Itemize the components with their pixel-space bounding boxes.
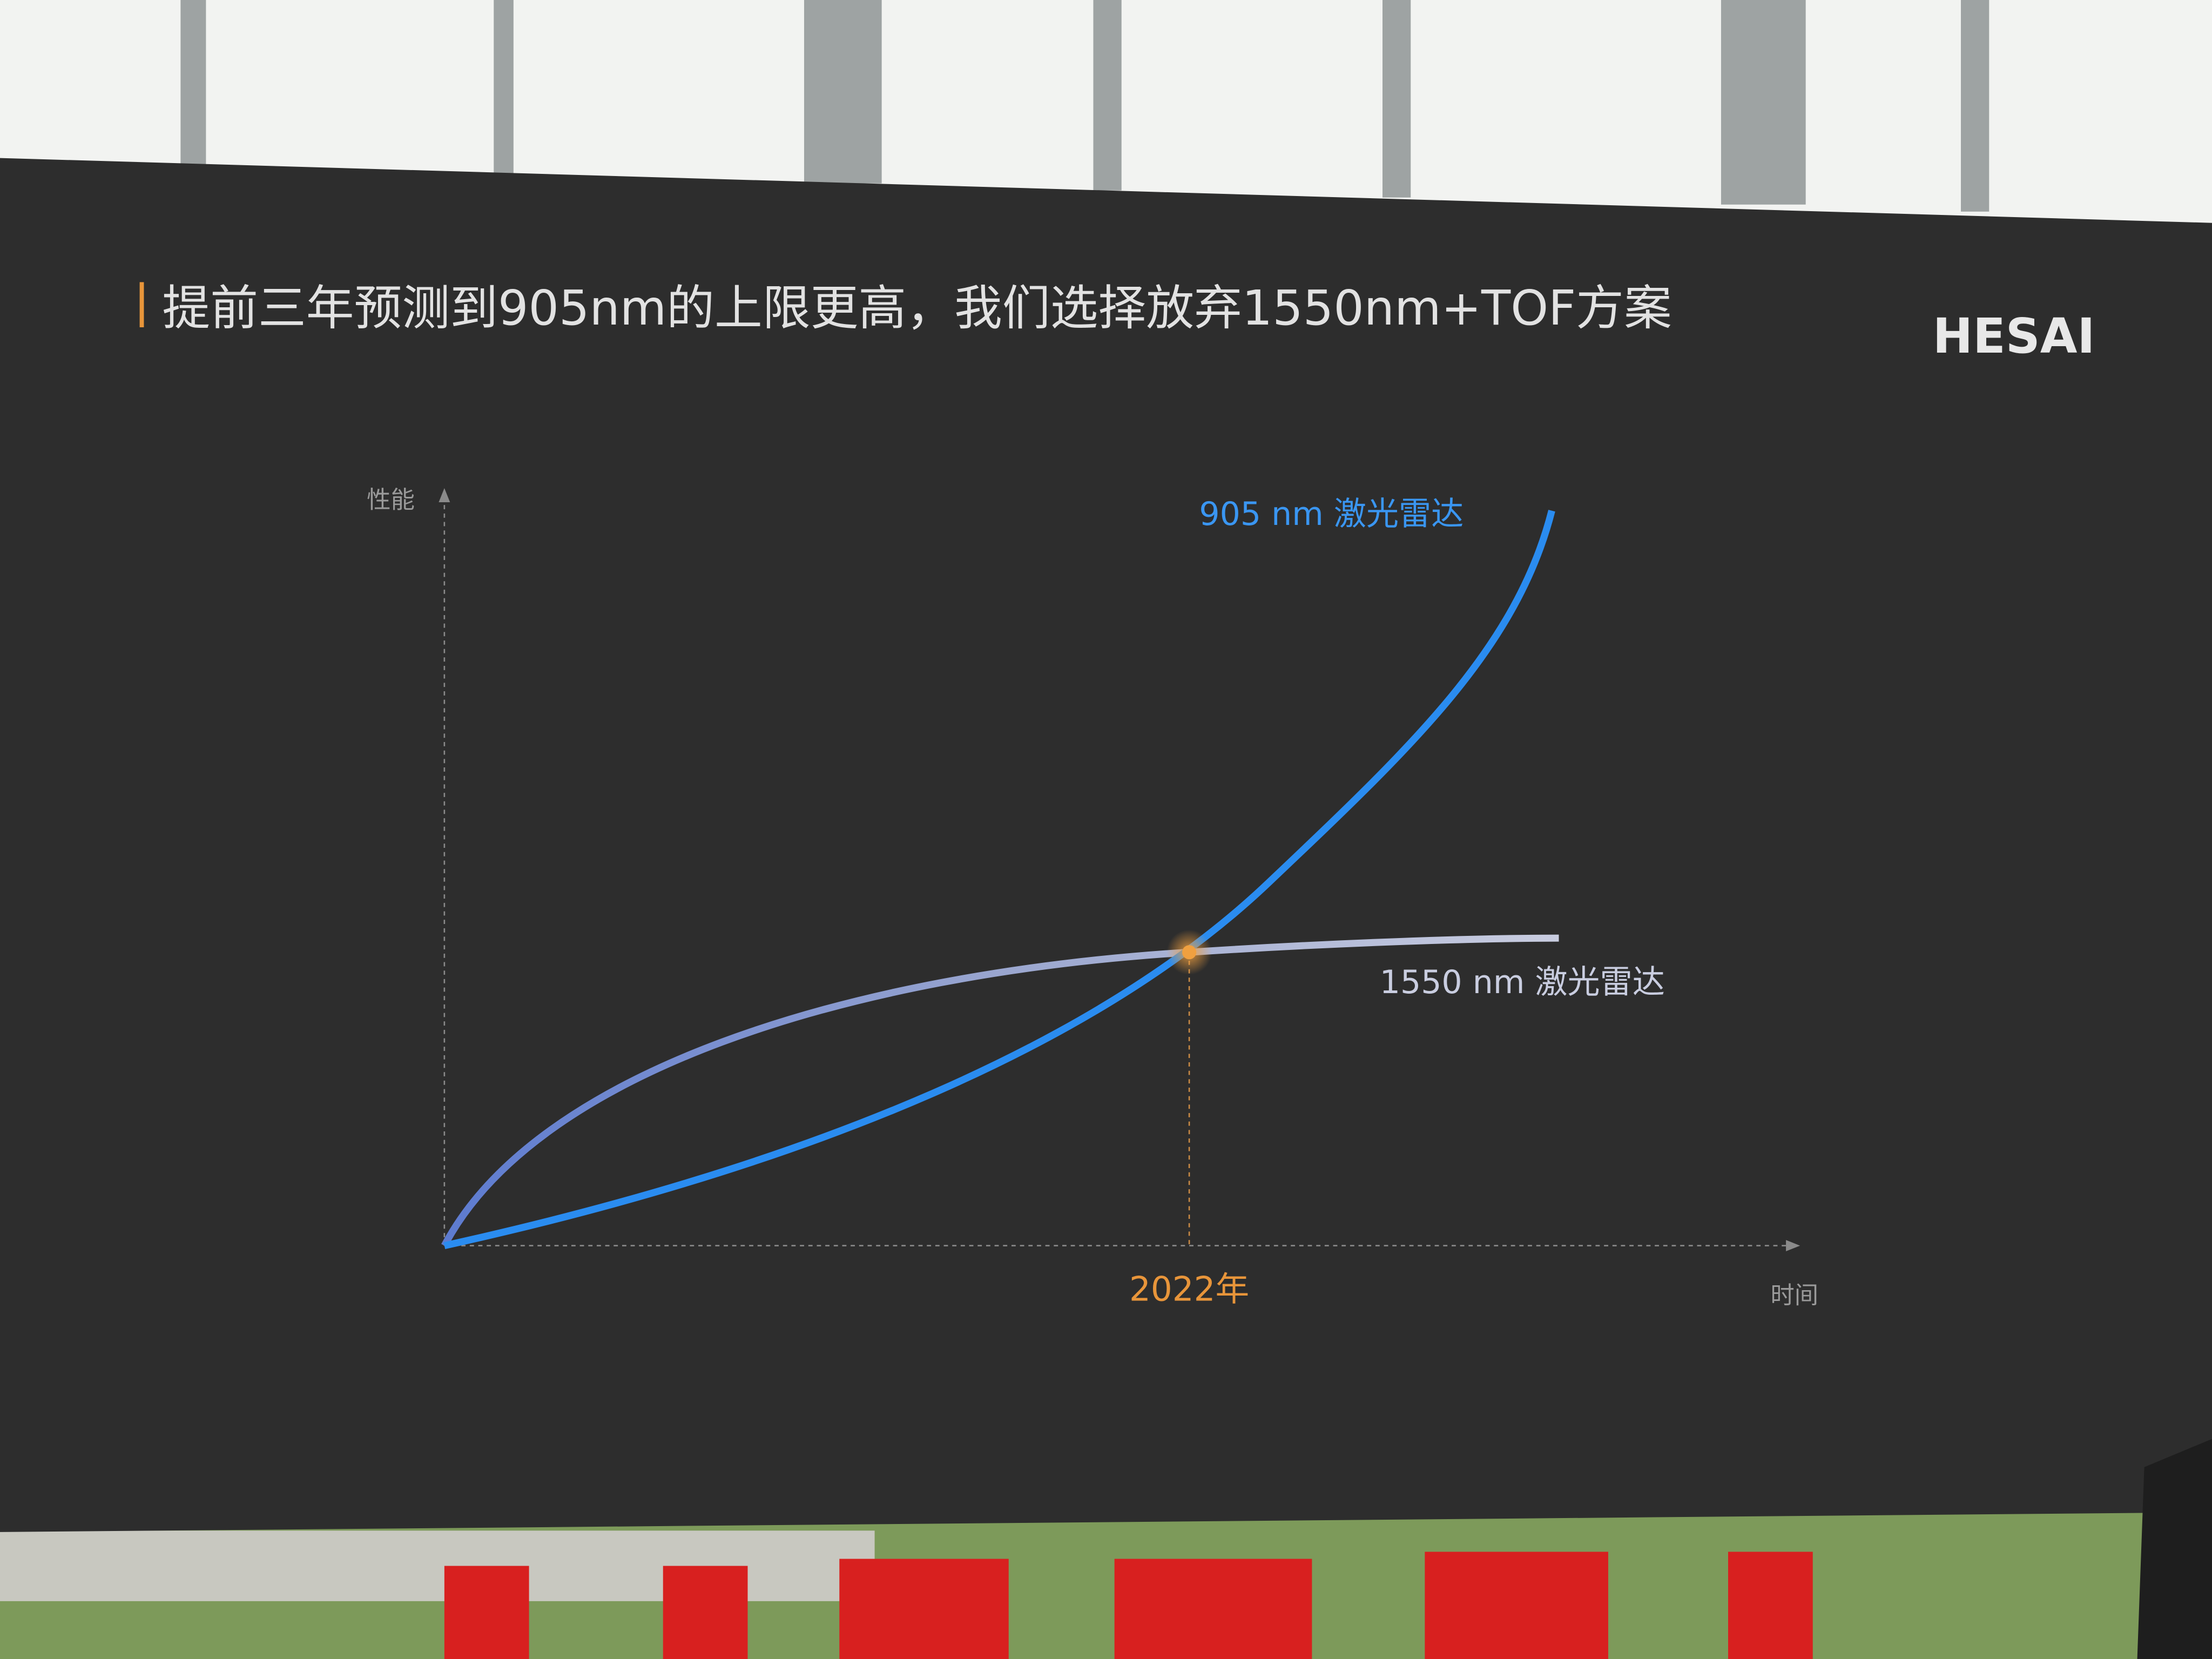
- title-accent: [139, 282, 144, 328]
- crossing-label: 2022年: [1129, 1269, 1249, 1309]
- x-axis-label: 时间: [1770, 1282, 1818, 1310]
- red-sign: [444, 1552, 1813, 1659]
- person: [2137, 1439, 2212, 1659]
- slide-title: 提前三年预测到905nm的上限更高，我们选择放弃1550nm+TOF方案: [162, 280, 1671, 336]
- y-arrow: [439, 488, 450, 502]
- curve-1550: [441, 934, 1559, 1247]
- curve-905: [443, 510, 1555, 1249]
- curve-905-label: 905 nm 激光雷达: [1199, 495, 1464, 533]
- x-arrow: [1786, 1240, 1800, 1252]
- logo: HESAI: [1933, 308, 2095, 364]
- curve-1550-label: 1550 nm 激光雷达: [1380, 963, 1665, 1001]
- crossing-dot: [1182, 945, 1197, 960]
- y-axis-label: 性能: [367, 486, 415, 514]
- screen: [0, 158, 2212, 1532]
- window-frames: [180, 0, 1990, 212]
